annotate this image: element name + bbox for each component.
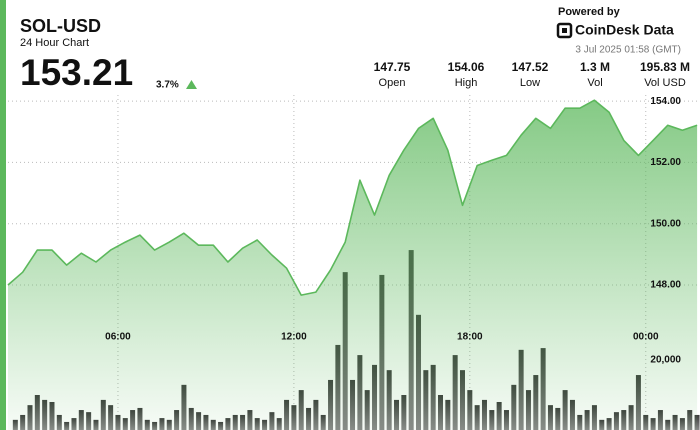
timestamp: 3 Jul 2025 01:58 (GMT) [575, 45, 681, 56]
up-arrow [186, 80, 197, 89]
marks [7, 99, 700, 430]
brand-logo [556, 22, 573, 39]
price-area [8, 100, 698, 430]
x-tick-label: 00:00 [633, 332, 659, 343]
accent-stripe [0, 0, 6, 430]
subtitle: 24 Hour Chart [20, 37, 89, 49]
header: SOL-USD 24 Hour Chart 153.21 3.7% Powere… [20, 6, 690, 93]
stat-label: Vol USD [644, 77, 686, 89]
stat-value: 1.3 M [580, 60, 610, 74]
price: 153.21 [20, 52, 133, 93]
stat-label: Open [379, 77, 406, 89]
tick-labels: 148.00 150.00 152.00 154.00 20,000 06:00 12:00… [105, 96, 681, 366]
y-tick-label: 154.00 [650, 96, 681, 107]
x-tick-label: 06:00 [105, 332, 131, 343]
symbol: SOL-USD [20, 16, 101, 36]
x-tick-label: 12:00 [281, 332, 307, 343]
y-tick-label: 148.00 [650, 280, 681, 291]
y2-tick-label: 20,000 [650, 355, 681, 366]
y-tick-label: 150.00 [650, 218, 681, 229]
plot-area: 148.00 150.00 152.00 154.00 20,000 06:00 12:00… [7, 95, 700, 430]
powered-by: Powered by [558, 6, 621, 18]
stat-value: 147.75 [374, 60, 411, 74]
stat-label: Vol [587, 77, 602, 89]
brand: CoinDesk Data [575, 22, 674, 38]
change: 3.7% [156, 80, 179, 91]
stat-value: 195.83 M [640, 60, 690, 74]
stat-value: 154.06 [448, 60, 485, 74]
stats: 147.75 Open 154.06 High 147.52 Low 1.3 M Vol 195… [374, 60, 690, 89]
price-line [7, 99, 698, 296]
stat-label: High [455, 77, 478, 89]
stat-value: 147.52 [512, 60, 549, 74]
x-tick-label: 18:00 [457, 332, 483, 343]
stat-label: Low [520, 77, 540, 89]
y-tick-label: 152.00 [650, 157, 681, 168]
